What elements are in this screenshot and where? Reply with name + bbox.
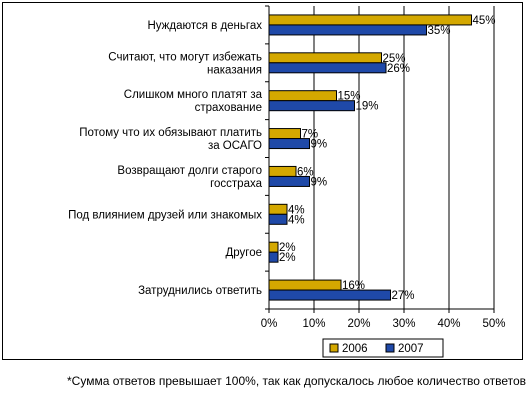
value-label-2007: 9%	[311, 176, 328, 188]
x-tick-label: 40%	[437, 318, 460, 330]
category-label: Возвращают долги старого	[117, 165, 262, 177]
bar-2007	[268, 100, 355, 112]
value-label-2007: 4%	[288, 214, 305, 226]
value-label-2006: 45%	[473, 15, 496, 27]
bar-chart: 45% 35% Нуждаются в деньгах 25%26% Считают, …	[68, 5, 506, 358]
x-tick-label: 30%	[392, 318, 415, 330]
category-label: Потому что их обязывают платить	[79, 127, 262, 139]
bar-2007	[268, 251, 279, 263]
legend-swatch-2007	[385, 343, 395, 353]
value-label-2006: 25%	[383, 53, 406, 65]
x-tick-label: 50%	[482, 318, 505, 330]
bar-2006	[268, 52, 382, 64]
bar-2007	[268, 175, 310, 187]
category-label: Затруднились ответить	[138, 285, 262, 297]
category-label: Слишком много платят за	[124, 89, 263, 101]
value-label-2006: 6%	[297, 166, 314, 178]
x-tick-label: 10%	[302, 318, 325, 330]
bar-2006	[268, 165, 297, 177]
footnote: *Сумма ответов превышает 100%, так как д…	[67, 374, 527, 388]
bar-2006	[268, 90, 337, 102]
x-tick-label: 20%	[347, 318, 370, 330]
legend	[322, 338, 444, 358]
category-label: Другое	[225, 247, 262, 259]
bar-2006	[268, 128, 301, 140]
legend-label-2006: 2006	[342, 343, 368, 355]
value-label-2006: 15%	[338, 91, 361, 103]
value-label-2006: 2%	[279, 242, 296, 254]
value-label-2007: 9%	[311, 139, 328, 151]
value-label-2007: 35%	[428, 25, 451, 37]
category-label: Считают, что могут избежать	[108, 51, 262, 63]
value-label-2006: 16%	[342, 280, 365, 292]
legend-label-2007: 2007	[398, 343, 424, 355]
category-label: Под влиянием друзей или знакомых	[68, 209, 262, 221]
bar-2007	[268, 289, 391, 301]
legend-swatch-2006	[329, 343, 339, 353]
x-tick-label: 0%	[261, 318, 278, 330]
bar-2007	[268, 24, 427, 36]
category-label: Нуждаются в деньгах	[147, 20, 262, 32]
value-label-2006: 7%	[302, 129, 319, 141]
value-label-2007: 26%	[387, 63, 410, 75]
category-label: за ОСАГО	[208, 140, 262, 152]
bar-2006	[268, 241, 279, 253]
bar-2006	[268, 279, 342, 291]
chart-frame: 45% 35% Нуждаются в деньгах 25% 26% Считают, …	[2, 2, 523, 360]
bar-2006	[268, 203, 288, 215]
bar-2007	[268, 213, 288, 225]
value-label-2007: 27%	[392, 290, 415, 302]
category-label: страхование	[195, 102, 262, 114]
category-label: госстраха	[210, 178, 263, 190]
bar-2006	[268, 14, 472, 26]
value-label-2007: 19%	[356, 101, 379, 113]
bar-2007	[268, 138, 310, 150]
bar-2007	[268, 62, 387, 74]
category-label: наказания	[207, 64, 262, 76]
value-label-2007: 2%	[279, 252, 296, 264]
value-label-2006: 4%	[288, 204, 305, 216]
